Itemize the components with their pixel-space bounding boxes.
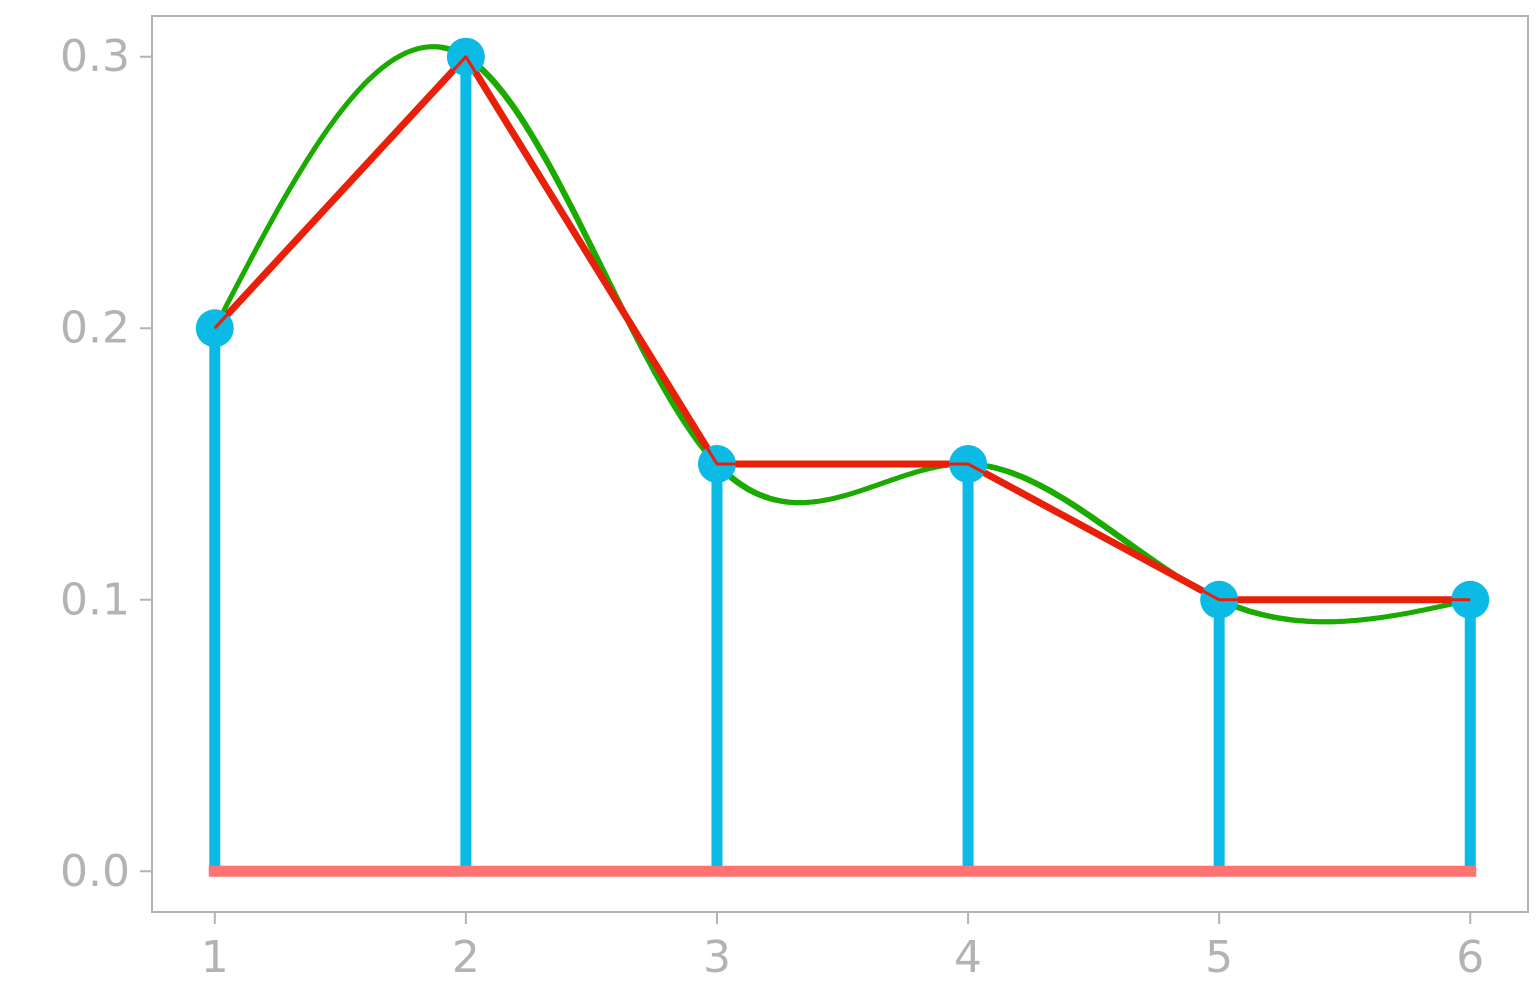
plot-frame: [151, 15, 1529, 913]
x-tick-label: 6: [1456, 932, 1484, 983]
y-axis: 0.0 0.1 0.2 0.3: [60, 31, 152, 897]
x-tick-label: 2: [452, 932, 480, 983]
spline-line: [212, 47, 1470, 625]
spline-line: [214, 46, 1472, 624]
spline-line: [212, 44, 1473, 625]
stem-series: [209, 56, 1476, 872]
y-tick-label: 0.1: [60, 574, 130, 625]
overlay-lines: [211, 44, 1474, 625]
x-tick-label: 4: [954, 932, 982, 983]
linear-line: [214, 56, 1473, 603]
x-tick-label: 5: [1205, 932, 1233, 983]
y-tick-label: 0.3: [60, 31, 130, 82]
linear-line: [212, 56, 1471, 603]
linear-line: [211, 53, 1474, 604]
spline-line: [215, 44, 1473, 622]
stem-markers: [195, 37, 1490, 619]
y-tick-label: 0.0: [60, 846, 130, 897]
spline-line: [212, 44, 1471, 622]
y-tick-label: 0.2: [60, 303, 130, 354]
linear-line: [214, 54, 1473, 600]
x-tick-label: 3: [703, 932, 731, 983]
x-axis: 1 2 3 4 5 6: [201, 912, 1484, 983]
x-tick-label: 1: [201, 932, 229, 983]
linear-line-over: [213, 55, 1471, 602]
stem-marker: [1451, 580, 1490, 619]
